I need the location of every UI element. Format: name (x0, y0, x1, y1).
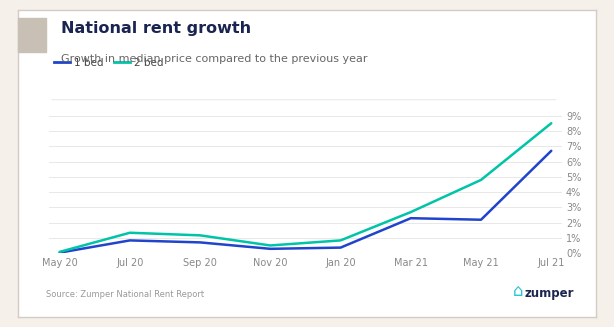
Text: Growth in median price compared to the previous year: Growth in median price compared to the p… (61, 54, 368, 64)
Text: ⌂: ⌂ (513, 282, 523, 300)
Text: zumper: zumper (525, 287, 575, 300)
Legend: 1 bed, 2 bed: 1 bed, 2 bed (54, 58, 163, 68)
Text: Source: Zumper National Rent Report: Source: Zumper National Rent Report (46, 290, 204, 299)
Text: National rent growth: National rent growth (61, 21, 252, 36)
